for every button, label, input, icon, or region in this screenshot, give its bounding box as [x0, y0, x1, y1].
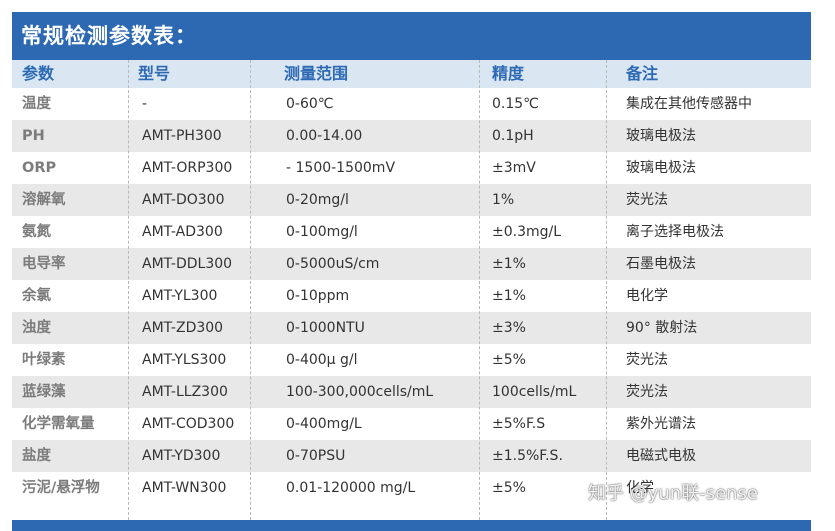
cell-param: 电导率: [22, 256, 66, 272]
cell-accuracy: ±5%: [492, 352, 526, 368]
cell-accuracy: ±5%F.S: [492, 416, 546, 432]
cell-remark: 紫外光谱法: [626, 416, 696, 432]
cell-remark: 90° 散射法: [626, 320, 698, 336]
header-range: 测量范围: [284, 64, 349, 83]
cell-range: 0-1000NTU: [286, 320, 365, 336]
cell-model: AMT-LLZ300: [142, 384, 228, 400]
cell-model: AMT-DDL300: [142, 256, 233, 272]
cell-range: 0-20mg/l: [286, 192, 349, 208]
cell-param: 氨氮: [22, 224, 51, 240]
cell-model: AMT-WN300: [142, 480, 227, 496]
cell-model: AMT-YLS300: [142, 352, 227, 368]
cell-remark: 玻璃电极法: [626, 128, 696, 144]
table-row: 化学需氧量 AMT-COD300 0-400mg/L ±5%F.S 紫外光谱法: [12, 408, 811, 440]
cell-accuracy: ±5%: [492, 480, 526, 496]
cell-accuracy: ±3mV: [492, 160, 536, 176]
cell-model: AMT-ORP300: [142, 160, 233, 176]
table-row: 余氯 AMT-YL300 0-10ppm ±1% 电化学: [12, 280, 811, 312]
cell-remark: 荧光法: [626, 192, 668, 208]
cell-param: 蓝绿藻: [22, 384, 66, 400]
cell-remark: 石墨电极法: [626, 256, 696, 272]
table-row: 溶解氧 AMT-DO300 0-20mg/l 1% 荧光法: [12, 184, 811, 216]
cell-param: 余氯: [22, 288, 51, 304]
cell-model: AMT-PH300: [142, 128, 222, 144]
cell-range: 0-5000uS/cm: [286, 256, 380, 272]
cell-range: 100-300,000cells/mL: [286, 384, 434, 400]
table-row: 温度 - 0-60℃ 0.15℃ 集成在其他传感器中: [12, 88, 811, 120]
cell-model: AMT-COD300: [142, 416, 235, 432]
column-divider: [479, 60, 480, 520]
table-row: 盐度 AMT-YD300 0-70PSU ±1.5%F.S. 电磁式电极: [12, 440, 811, 472]
bottom-bar: [12, 520, 811, 531]
cell-remark: 离子选择电极法: [626, 224, 724, 240]
cell-param: ORP: [22, 160, 57, 176]
cell-model: AMT-AD300: [142, 224, 223, 240]
cell-range: 0-10ppm: [286, 288, 350, 304]
cell-remark: 集成在其他传感器中: [626, 96, 752, 112]
header-param: 参数: [22, 64, 55, 83]
cell-remark: 荧光法: [626, 352, 668, 368]
column-divider: [250, 60, 251, 520]
parameter-table-sheet: 常规检测参数表： 参数 型号 测量范围 精度 备注 温度 - 0-60℃ 0.15℃ 集…: [12, 12, 811, 531]
cell-accuracy: ±1%: [492, 256, 526, 272]
cell-param: 污泥/悬浮物: [22, 480, 100, 496]
table-row: 电导率 AMT-DDL300 0-5000uS/cm ±1% 石墨电极法: [12, 248, 811, 280]
cell-model: AMT-DO300: [142, 192, 225, 208]
cell-range: 0-400mg/L: [286, 416, 362, 432]
cell-param: 叶绿素: [22, 352, 66, 368]
cell-accuracy: 1%: [492, 192, 515, 208]
cell-accuracy: 0.15℃: [492, 96, 539, 112]
cell-remark: 化学: [626, 480, 654, 496]
table-row: 污泥/悬浮物 AMT-WN300 0.01-120000 mg/L ±5% 化学: [12, 472, 811, 504]
column-divider: [606, 60, 607, 520]
cell-param: 化学需氧量: [22, 416, 95, 432]
cell-param: 溶解氧: [22, 192, 66, 208]
header-accuracy: 精度: [492, 64, 525, 83]
cell-param: PH: [22, 128, 45, 144]
cell-param: 盐度: [22, 448, 51, 464]
table-row: ORP AMT-ORP300 - 1500-1500mV ±3mV 玻璃电极法: [12, 152, 811, 184]
cell-param: 浊度: [22, 320, 51, 336]
cell-range: 0-60℃: [286, 96, 334, 112]
cell-param: 温度: [22, 96, 51, 112]
column-divider: [128, 60, 129, 520]
cell-range: 0-100mg/l: [286, 224, 358, 240]
page-title: 常规检测参数表：: [21, 24, 197, 48]
title-bar: 常规检测参数表：: [12, 12, 811, 60]
cell-range: - 1500-1500mV: [286, 160, 396, 176]
table-row: 叶绿素 AMT-YLS300 0-400μ g/l ±5% 荧光法: [12, 344, 811, 376]
table-row: PH AMT-PH300 0.00-14.00 0.1pH 玻璃电极法: [12, 120, 811, 152]
cell-accuracy: ±3%: [492, 320, 526, 336]
cell-model: AMT-ZD300: [142, 320, 224, 336]
cell-accuracy: 0.1pH: [492, 128, 534, 144]
header-remark: 备注: [626, 64, 659, 83]
cell-remark: 电磁式电极: [626, 448, 696, 464]
cell-accuracy: ±1.5%F.S.: [492, 448, 563, 464]
cell-range: 0.01-120000 mg/L: [286, 480, 416, 496]
cell-range: 0-400μ g/l: [286, 352, 358, 368]
cell-range: 0-70PSU: [286, 448, 346, 464]
cell-accuracy: 100cells/mL: [492, 384, 577, 400]
cell-remark: 电化学: [626, 288, 668, 304]
cell-accuracy: ±0.3mg/L: [492, 224, 562, 240]
cell-model: AMT-YD300: [142, 448, 221, 464]
watermark: 知乎 @yun联-sense: [588, 483, 758, 504]
cell-remark: 玻璃电极法: [626, 160, 696, 176]
cell-model: AMT-YL300: [142, 288, 218, 304]
cell-range: 0.00-14.00: [286, 128, 363, 144]
cell-model: -: [142, 96, 148, 112]
table-row: 蓝绿藻 AMT-LLZ300 100-300,000cells/mL 100cells…: [12, 376, 811, 408]
cell-accuracy: ±1%: [492, 288, 526, 304]
table-header-row: 参数 型号 测量范围 精度 备注: [12, 60, 811, 88]
cell-remark: 荧光法: [626, 384, 668, 400]
table-row: 氨氮 AMT-AD300 0-100mg/l ±0.3mg/L 离子选择电极法: [12, 216, 811, 248]
table-row: 浊度 AMT-ZD300 0-1000NTU ±3% 90° 散射法: [12, 312, 811, 344]
header-model: 型号: [138, 64, 171, 83]
